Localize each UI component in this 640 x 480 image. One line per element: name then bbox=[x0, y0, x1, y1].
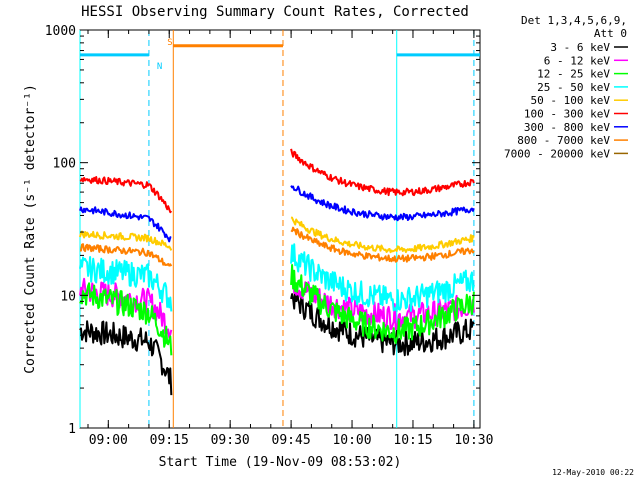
x-tick-label: 09:30 bbox=[211, 433, 250, 448]
legend-header-line-1: Det 1,3,4,5,6,9, bbox=[521, 14, 627, 27]
footer-timestamp: 12-May-2010 00:22 bbox=[552, 468, 634, 477]
y-tick-label: 1000 bbox=[45, 24, 76, 39]
x-axis-label: Start Time (19-Nov-09 08:53:02) bbox=[159, 455, 402, 470]
legend-entry-label: 800 - 7000 keV bbox=[517, 134, 610, 147]
x-tick-label: 10:15 bbox=[393, 433, 432, 448]
series-line bbox=[79, 216, 475, 254]
series-line bbox=[79, 285, 475, 396]
series-lines bbox=[79, 148, 475, 396]
series-line bbox=[79, 226, 475, 267]
series-line bbox=[79, 264, 475, 356]
legend-entry-label: 6 - 12 keV bbox=[544, 54, 611, 67]
chart-title: HESSI Observing Summary Count Rates, Cor… bbox=[81, 4, 469, 20]
series-line bbox=[79, 148, 475, 214]
vertical-markers bbox=[79, 30, 475, 428]
legend-entry-label: 7000 - 20000 keV bbox=[504, 147, 610, 160]
y-tick-label: 100 bbox=[53, 157, 76, 172]
x-tick-label: 09:00 bbox=[89, 433, 128, 448]
legend-entry-label: 12 - 25 keV bbox=[537, 68, 610, 81]
x-tick-label: 09:15 bbox=[150, 433, 189, 448]
x-tick-label: 09:45 bbox=[272, 433, 311, 448]
x-tick-label: 10:00 bbox=[332, 433, 371, 448]
flag-bars: NS bbox=[80, 38, 480, 72]
legend-header-line-2: Att 0 bbox=[594, 27, 627, 40]
y-tick-label: 1 bbox=[68, 422, 76, 437]
y-tick-label: 10 bbox=[60, 289, 76, 304]
x-tick-label: 10:30 bbox=[454, 433, 493, 448]
y-axis: 1 10 100 1000 bbox=[45, 24, 480, 437]
legend-entry-label: 100 - 300 keV bbox=[524, 108, 610, 121]
y-axis-label: Corrected Count Rate (s⁻¹ detector⁻¹) bbox=[23, 84, 38, 374]
series-line bbox=[79, 185, 475, 243]
flag-label: N bbox=[157, 62, 162, 72]
flag-label: S bbox=[167, 38, 172, 48]
legend-entry-label: 25 - 50 keV bbox=[537, 81, 610, 94]
plot-frame bbox=[79, 29, 481, 429]
series-line bbox=[79, 243, 475, 313]
legend-entry-label: 50 - 100 keV bbox=[531, 94, 611, 107]
legend-entry-label: 300 - 800 keV bbox=[524, 121, 610, 134]
legend-entry-label: 3 - 6 keV bbox=[550, 41, 610, 54]
x-axis: 09:00 09:15 09:30 09:45 10:00 10:15 10:30 bbox=[87, 30, 493, 448]
